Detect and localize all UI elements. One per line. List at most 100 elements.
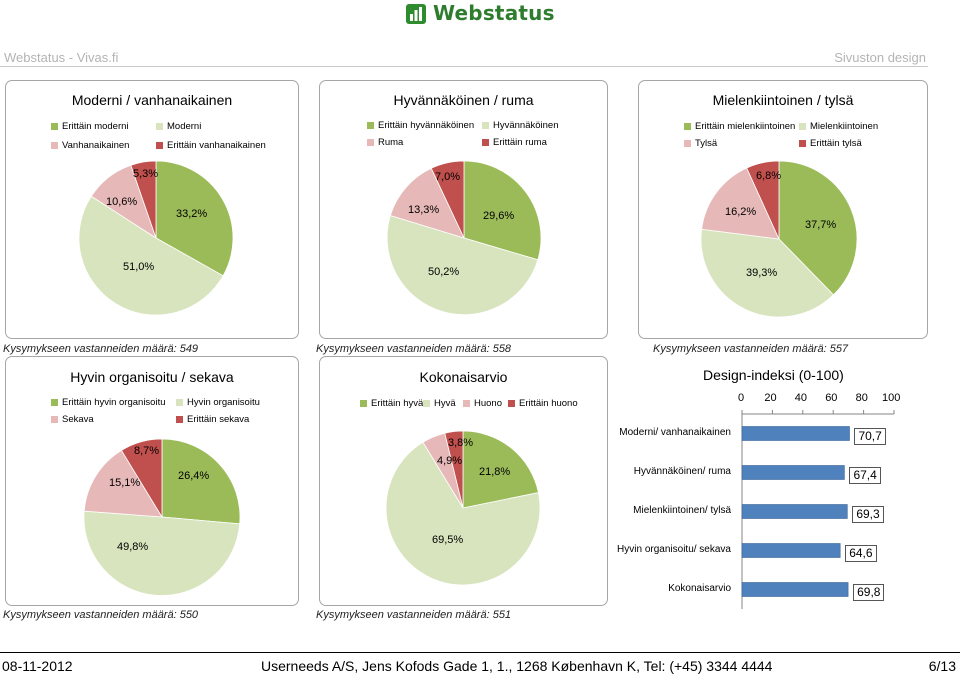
site-name: Webstatus - Vivas.fi — [4, 50, 119, 65]
legend-swatch — [482, 139, 489, 146]
legend-item: Vanhanaikainen — [51, 140, 129, 151]
chart-panel-mielenkiintoinen: Mielenkiintoinen / tylsä Erittäin mielen… — [638, 80, 928, 339]
bar — [741, 582, 849, 597]
chart-panel-organisoitu: Hyvin organisoitu / sekava Erittäin hyvi… — [5, 356, 299, 606]
header-divider — [0, 66, 928, 67]
category-label: Hyvin organisoitu/ sekava — [617, 543, 731, 555]
data-label: 29,6% — [483, 210, 515, 222]
legend-item: Erittäin hyvin organisoitu — [51, 397, 166, 408]
legend-swatch — [684, 140, 691, 147]
chart-panel-kokonaisarvio: Kokonaisarvio Erittäin hyvä Hyvä Huono E… — [319, 356, 608, 606]
section-name: Sivuston design — [834, 50, 926, 65]
legend-swatch — [176, 416, 183, 423]
legend-item: Moderni — [156, 121, 201, 132]
chart-title: Hyvännäköinen / ruma — [393, 92, 534, 108]
legend-item: Hyvin organisoitu — [176, 397, 260, 408]
footer-company: Userneeds A/S, Jens Kofods Gade 1, 1., 1… — [261, 658, 773, 674]
legend-item: Erittäin huono — [508, 398, 578, 409]
category-label: Moderni/ vanhanaikainen — [619, 426, 731, 438]
chart-panel-hyvannakoinen: Hyvännäköinen / ruma Erittäin hyvännäköi… — [319, 80, 608, 339]
pie-slice — [161, 438, 241, 525]
bar — [741, 426, 850, 441]
x-tick-label: 40 — [794, 392, 808, 404]
pie-slice — [389, 167, 465, 239]
legend-item: Erittäin moderni — [51, 121, 129, 132]
data-label: 50,2% — [428, 266, 460, 278]
x-tick-label: 60 — [825, 392, 838, 404]
legend-item: Erittäin vanhanaikainen — [156, 140, 266, 151]
data-label: 21,8% — [479, 466, 511, 478]
pie-slice — [463, 160, 542, 261]
category-label: Mielenkiintoinen/ tylsä — [633, 504, 731, 516]
category-label: Kokonaisarvio — [668, 582, 731, 594]
data-label: 33,2% — [176, 208, 208, 220]
chart-title: Hyvin organisoitu / sekava — [70, 369, 234, 385]
bar — [741, 504, 848, 519]
pie-slice — [444, 430, 464, 509]
legend-item: Erittäin tylsä — [799, 138, 862, 149]
x-tick-label: 80 — [855, 392, 868, 404]
legend-item: Hyvä — [423, 398, 456, 409]
pie-slice — [462, 430, 539, 509]
pie-slice — [701, 167, 780, 240]
footer-divider — [0, 652, 960, 653]
webstatus-logo: Webstatus — [405, 1, 555, 26]
legend-item: Sekava — [51, 414, 94, 425]
chart-title: Kokonaisarvio — [419, 369, 508, 385]
value-label: 69,8 — [853, 583, 885, 601]
pie-slice — [155, 160, 234, 277]
response-count: Kysymykseen vastanneiden määrä: 557 — [653, 343, 849, 355]
legend-swatch — [156, 123, 163, 130]
legend-item: Mielenkiintoinen — [799, 121, 878, 132]
pie-chart — [385, 430, 541, 586]
footer-page: 6/13 — [928, 658, 956, 674]
legend-item: Hyvännäköinen — [482, 120, 559, 131]
legend-item: Erittäin mielenkiintoinen — [684, 121, 795, 132]
legend-swatch — [176, 399, 183, 406]
data-label: 5,3% — [133, 168, 159, 180]
legend-swatch — [508, 400, 515, 407]
legend-swatch — [51, 123, 58, 130]
pie-slice — [778, 160, 858, 296]
response-count: Kysymykseen vastanneiden määrä: 551 — [316, 609, 512, 621]
legend-swatch — [51, 142, 58, 149]
data-label: 15,1% — [109, 477, 141, 489]
pie-slice — [746, 160, 780, 240]
pie-slice — [700, 228, 835, 318]
data-label: 3,8% — [448, 437, 474, 449]
legend-swatch — [799, 123, 806, 130]
data-label: 69,5% — [432, 534, 464, 546]
response-count: Kysymykseen vastanneiden määrä: 549 — [3, 343, 199, 355]
bar-chart-title: Design-indeksi (0-100) — [703, 367, 844, 383]
pie-slice — [120, 438, 163, 519]
logo-text: Webstatus — [433, 1, 555, 25]
pie-slice — [385, 441, 541, 586]
response-count: Kysymykseen vastanneiden määrä: 550 — [3, 609, 199, 621]
pie-slice — [430, 160, 465, 239]
data-label: 7,0% — [435, 171, 461, 183]
pie-chart — [83, 438, 241, 596]
legend-swatch — [463, 400, 470, 407]
legend-item: Erittäin ruma — [482, 137, 547, 148]
response-count: Kysymykseen vastanneiden määrä: 558 — [316, 343, 512, 355]
data-label: 4,9% — [437, 455, 463, 467]
legend-item: Erittäin hyvännäköinen — [367, 120, 474, 131]
data-label: 16,2% — [725, 206, 757, 218]
data-label: 51,0% — [123, 261, 155, 273]
value-label: 67,4 — [849, 466, 881, 484]
legend-swatch — [367, 122, 374, 129]
value-label: 64,6 — [845, 544, 877, 562]
data-label: 49,8% — [117, 541, 149, 553]
legend-swatch — [156, 142, 163, 149]
pie-slice — [83, 510, 241, 596]
legend-swatch — [482, 122, 489, 129]
legend-swatch — [51, 416, 58, 423]
pie-slice — [78, 195, 224, 316]
legend-swatch — [51, 399, 58, 406]
data-label: 6,8% — [756, 170, 782, 182]
legend-item: Ruma — [367, 137, 403, 148]
legend-item: Erittäin hyvä — [360, 398, 423, 409]
legend-item: Erittäin sekava — [176, 414, 249, 425]
data-label: 8,7% — [134, 445, 160, 457]
x-tick-label: 100 — [882, 392, 901, 404]
